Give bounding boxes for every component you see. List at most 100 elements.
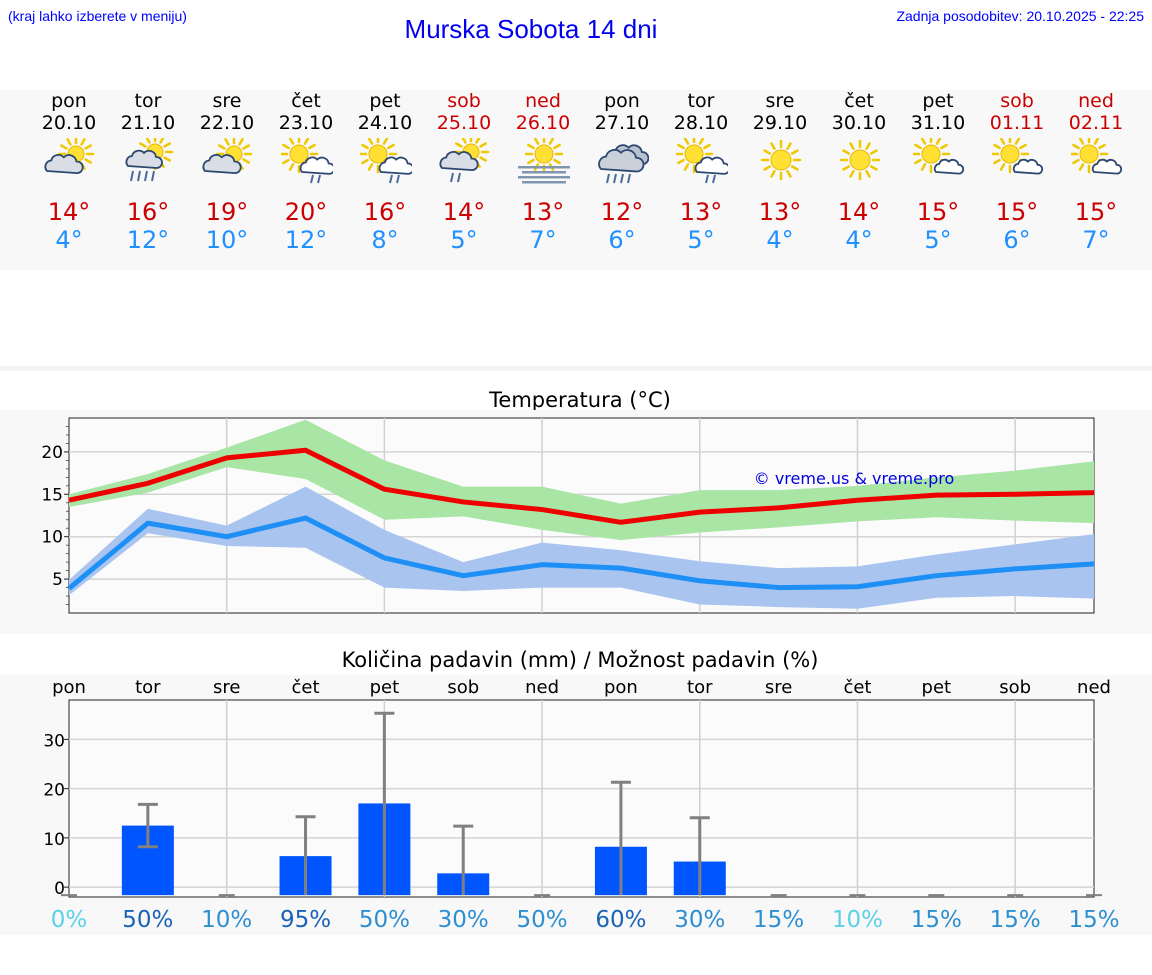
min-temperature: 7° xyxy=(529,226,557,254)
x-category-label: pon xyxy=(604,677,638,698)
temperature-chart-panel: 5 10 15 20 © vreme.us & vreme.pro xyxy=(0,410,1152,634)
x-category-label: sre xyxy=(213,677,240,698)
x-category-label: tor xyxy=(687,677,713,698)
sun-small-cloud-icon xyxy=(912,138,964,175)
min-temperature: 8° xyxy=(371,226,399,254)
last-updated: Zadnja posodobitev: 20.10.2025 - 22:25 xyxy=(896,8,1144,24)
day-column: čet 23.10 20° 12° xyxy=(267,90,346,270)
day-column: sre 29.10 13° 4° xyxy=(741,90,820,270)
day-date: 20.10 xyxy=(41,112,97,134)
day-column: ned 26.10 13° 7° xyxy=(504,90,583,270)
max-temperature: 14° xyxy=(442,198,486,226)
precipitation-probability: 95% xyxy=(280,907,331,933)
day-name: ned xyxy=(525,90,561,112)
day-name: sre xyxy=(765,90,795,112)
max-temperature: 13° xyxy=(758,198,802,226)
max-temperature: 14° xyxy=(837,198,881,226)
sun-small-cloud-icon xyxy=(991,138,1043,175)
x-category-label: pet xyxy=(370,677,400,698)
day-column: pon 20.10 14° 4° xyxy=(30,90,109,270)
min-temp-line xyxy=(67,515,1095,591)
precipitation-probability: 15% xyxy=(1068,907,1119,933)
sun-small-cloud-icon xyxy=(1070,138,1122,175)
y-tick-label: 5 xyxy=(52,570,63,590)
min-temp-range-band xyxy=(69,486,1094,609)
sun-icon xyxy=(839,139,880,181)
day-name: pet xyxy=(922,90,954,112)
sun-cloud-light-rain-icon xyxy=(675,138,728,184)
precipitation-probability: 0% xyxy=(51,907,88,933)
partly-cloudy-icon xyxy=(44,138,94,174)
sun-fog-icon xyxy=(517,138,570,184)
day-column: tor 21.10 16° 12° xyxy=(109,90,188,270)
max-temperature: 16° xyxy=(126,198,170,226)
max-temperature: 15° xyxy=(916,198,960,226)
daily-forecast-strip: pon 20.10 14° 4° tor 21.10 16° 12° sre 22.… xyxy=(0,90,1152,270)
day-column: pet 31.10 15° 5° xyxy=(899,90,978,270)
max-temp-line xyxy=(68,447,1095,525)
max-temperature: 15° xyxy=(1074,198,1118,226)
precipitation-probability: 30% xyxy=(674,907,725,933)
max-temp-range-band xyxy=(69,419,1094,541)
precipitation-probability: 10% xyxy=(832,907,883,933)
precipitation-chart: pon tor sre čet pet sob ned pon tor sre čet pet sob n… xyxy=(43,677,1119,933)
day-column: pet 24.10 16° 8° xyxy=(346,90,425,270)
y-tick-label: 15 xyxy=(41,485,63,505)
x-category-label: ned xyxy=(525,677,559,698)
sun-cloud-light-rain-icon xyxy=(359,138,412,184)
min-temperature: 5° xyxy=(924,226,952,254)
day-column: pon 27.10 12° 6° xyxy=(583,90,662,270)
y-tick-label: 10 xyxy=(43,830,65,850)
x-category-label: ned xyxy=(1077,677,1111,698)
precipitation-probability: 50% xyxy=(122,907,173,933)
y-tick-label: 0 xyxy=(54,879,65,899)
min-temperature: 4° xyxy=(766,226,794,254)
section-divider xyxy=(0,366,1152,371)
day-name: sob xyxy=(447,90,481,112)
day-date: 31.10 xyxy=(910,112,966,134)
max-temperature: 12° xyxy=(600,198,644,226)
min-temperature: 6° xyxy=(608,226,636,254)
x-category-label: sob xyxy=(447,677,479,698)
y-tick-label: 10 xyxy=(41,528,63,548)
max-temperature: 15° xyxy=(995,198,1039,226)
day-name: sob xyxy=(1000,90,1034,112)
x-category-label: sob xyxy=(999,677,1031,698)
min-temperature: 7° xyxy=(1082,226,1110,254)
day-name: tor xyxy=(134,90,162,112)
day-column: sob 25.10 14° 5° xyxy=(425,90,504,270)
precipitation-probability: 60% xyxy=(595,907,646,933)
day-date: 30.10 xyxy=(831,112,887,134)
max-temperature: 20° xyxy=(284,198,328,226)
day-date: 21.10 xyxy=(120,112,176,134)
min-temperature: 12° xyxy=(126,226,170,254)
x-category-label: sre xyxy=(765,677,792,698)
x-category-label: pon xyxy=(52,677,86,698)
day-name: pet xyxy=(369,90,401,112)
partly-cloudy-light-rain-icon xyxy=(439,138,489,183)
precipitation-probability: 10% xyxy=(201,907,252,933)
day-column: ned 02.11 15° 7° xyxy=(1057,90,1136,270)
precipitation-probability: 30% xyxy=(438,907,489,933)
min-temperature: 4° xyxy=(55,226,83,254)
day-name: tor xyxy=(687,90,715,112)
min-temperature: 6° xyxy=(1003,226,1031,254)
plot-area xyxy=(68,699,1095,898)
day-date: 29.10 xyxy=(752,112,808,134)
precipitation-chart-panel: pon tor sre čet pet sob ned pon tor sre čet pet sob n… xyxy=(0,675,1152,935)
max-temperature: 16° xyxy=(363,198,407,226)
partly-cloudy-icon xyxy=(202,138,252,174)
partly-cloudy-rain-icon xyxy=(125,138,173,182)
day-name: čet xyxy=(291,90,321,112)
precipitation-probability: 50% xyxy=(359,907,410,933)
min-temperature: 12° xyxy=(284,226,328,254)
day-date: 01.11 xyxy=(989,112,1045,134)
x-category-label: tor xyxy=(135,677,161,698)
y-tick-label: 20 xyxy=(41,443,63,463)
day-name: sre xyxy=(212,90,242,112)
day-date: 26.10 xyxy=(515,112,571,134)
day-date: 27.10 xyxy=(594,112,650,134)
x-category-label: čet xyxy=(843,677,871,698)
precipitation-chart-title: Količina padavin (mm) / Možnost padavin … xyxy=(341,648,819,672)
day-date: 28.10 xyxy=(673,112,729,134)
